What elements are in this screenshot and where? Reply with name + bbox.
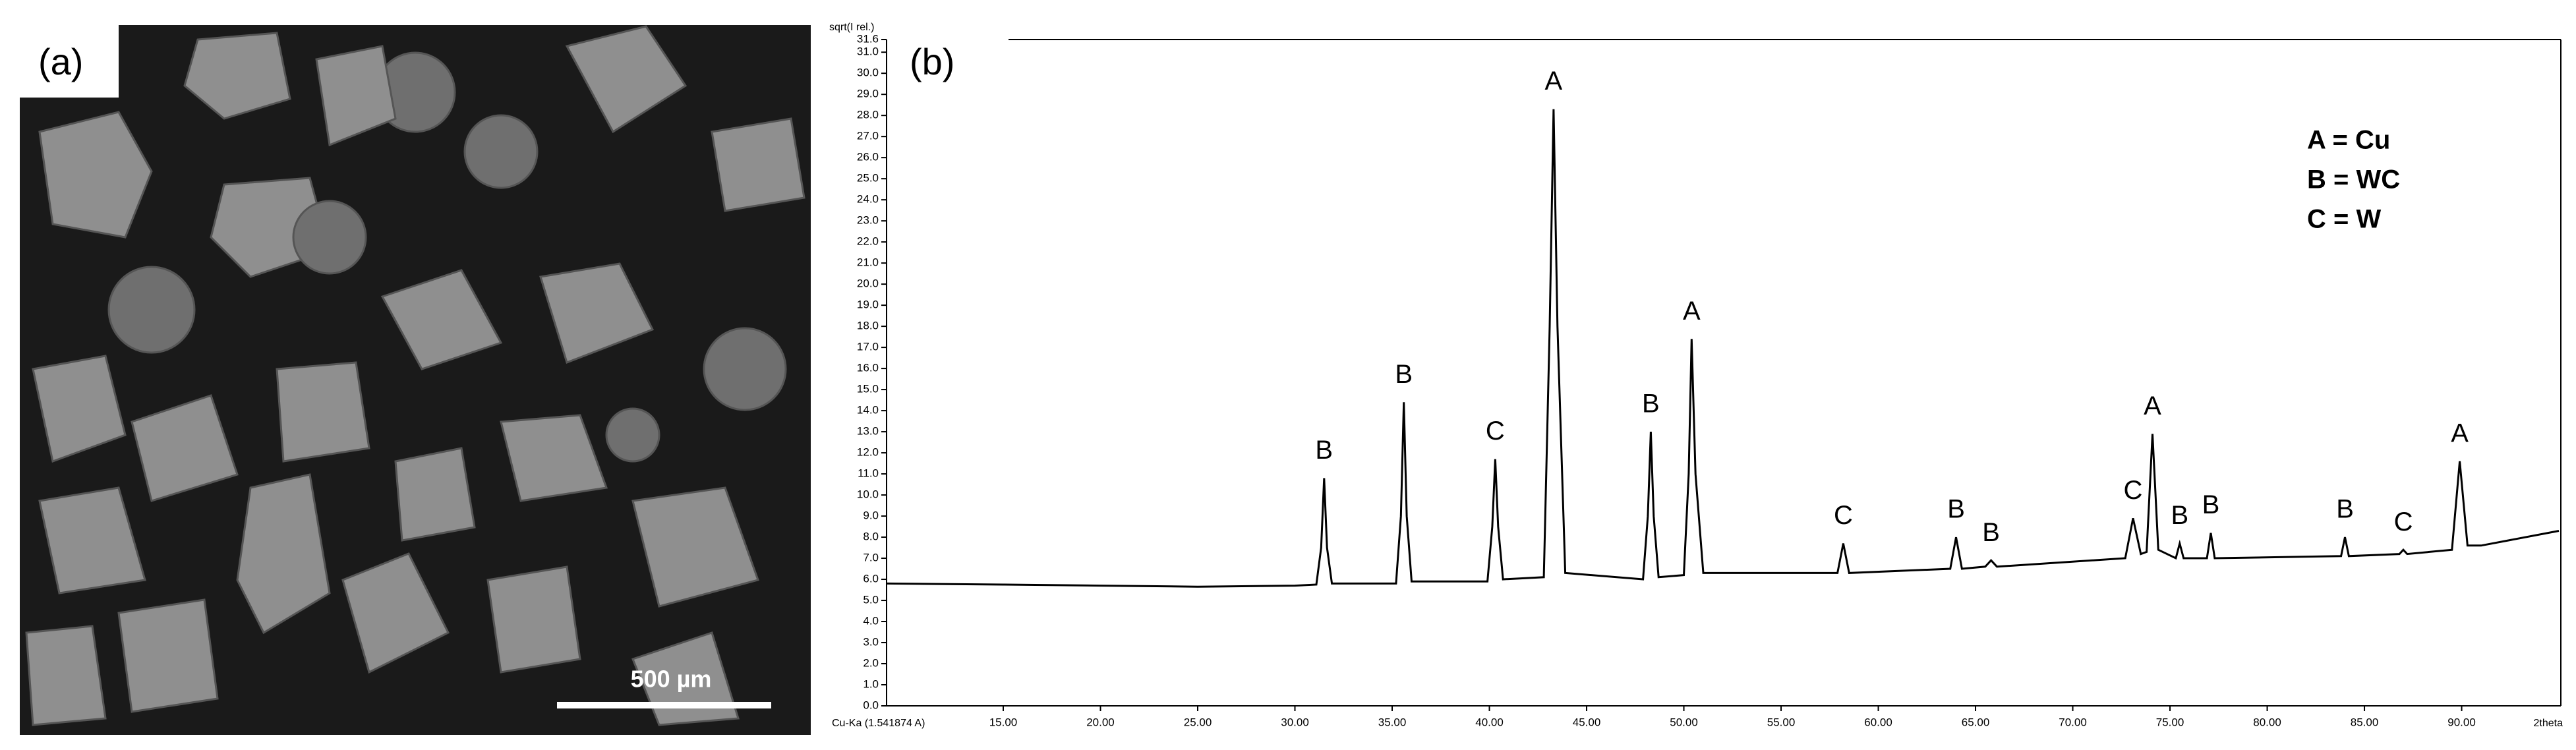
label-box — [20, 25, 119, 98]
x-axis-label: 2theta — [2534, 718, 2563, 729]
y-tick-label: 25.0 — [857, 172, 879, 185]
y-tick-label: 16.0 — [857, 362, 879, 374]
y-tick-label: 13.0 — [857, 425, 879, 438]
y-axis-label: sqrt(I rel.) — [829, 22, 874, 33]
peak-label: B — [2336, 495, 2354, 524]
sem-image: (a) 500 µm — [20, 25, 811, 735]
legend-entry: B = WC — [2307, 165, 2400, 194]
y-tick-label: 18.0 — [857, 320, 879, 332]
y-tick-label: 27.0 — [857, 130, 879, 142]
peak-label: B — [1315, 436, 1333, 465]
y-tick-label: 5.0 — [863, 594, 879, 606]
x-tick-label: 90.00 — [2447, 716, 2476, 728]
y-tick-label: 15.0 — [857, 383, 879, 395]
peak-label: B — [2202, 490, 2220, 519]
y-tick-label: 10.0 — [857, 488, 879, 501]
y-tick-label: 7.0 — [863, 552, 879, 564]
x-tick-label: 65.00 — [1962, 716, 1990, 728]
x-tick-label: 80.00 — [2253, 716, 2281, 728]
y-tick-label: 14.0 — [857, 404, 879, 417]
legend-entry: A = Cu — [2307, 126, 2390, 155]
y-tick-label: 19.0 — [857, 299, 879, 311]
x-tick-label: 50.00 — [1670, 716, 1698, 728]
y-tick-label: 30.0 — [857, 67, 879, 79]
peak-label: C — [2394, 507, 2413, 536]
peak-label: B — [1947, 495, 1965, 524]
y-tick-label: 17.0 — [857, 341, 879, 353]
peak-label: A — [1545, 67, 1563, 96]
y-tick-label: 2.0 — [863, 656, 879, 669]
y-tick-label: 1.0 — [863, 678, 879, 690]
y-tick-label: 8.0 — [863, 531, 879, 543]
x-tick-label: 60.00 — [1864, 716, 1892, 728]
y-tick-label: 12.0 — [857, 446, 879, 459]
scale-bar-label: 500 µm — [631, 666, 712, 693]
y-tick-label: 26.0 — [857, 151, 879, 163]
xrd-line — [886, 109, 2560, 588]
y-tick-label: 31.0 — [857, 45, 879, 58]
x-tick-label: 30.00 — [1281, 716, 1309, 728]
x-tick-label: 25.00 — [1184, 716, 1212, 728]
source-label: Cu-Ka (1.541874 A) — [832, 718, 925, 729]
x-tick-label: 75.00 — [2156, 716, 2184, 728]
peak-label: B — [1395, 360, 1413, 389]
particles — [25, 25, 805, 726]
y-tick-label: 3.0 — [863, 636, 879, 649]
peak-label: B — [1642, 389, 1660, 418]
y-tick-label: 21.0 — [857, 256, 879, 269]
peak-label: A — [2451, 418, 2469, 447]
legend-entry: C = W — [2307, 205, 2381, 234]
x-tick-label: 15.00 — [989, 716, 1018, 728]
y-tick-label: 6.0 — [863, 573, 879, 585]
y-tick-label: 28.0 — [857, 109, 879, 121]
y-tick-label: 22.0 — [857, 235, 879, 248]
panel-label: (b) — [910, 41, 954, 82]
y-tick-label: 29.0 — [857, 88, 879, 100]
y-tick-label: 11.0 — [858, 467, 879, 480]
peak-label: C — [1486, 417, 1505, 446]
y-tick-label: 31.6 — [857, 32, 879, 45]
x-tick-label: 55.00 — [1767, 716, 1796, 728]
y-tick-label: 20.0 — [857, 277, 879, 290]
x-tick-label: 20.00 — [1086, 716, 1115, 728]
peak-label: A — [2144, 391, 2161, 420]
peak-label: C — [1834, 501, 1853, 530]
x-tick-label: 85.00 — [2351, 716, 2379, 728]
y-tick-label: 23.0 — [857, 214, 879, 227]
peak-label: C — [2124, 476, 2143, 505]
peak-label: B — [1982, 518, 2000, 547]
y-tick-label: 9.0 — [863, 509, 879, 522]
peak-label: A — [1683, 297, 1701, 326]
y-tick-label: 4.0 — [863, 615, 879, 627]
xrd-chart: (b) sqrt(I rel.) 2theta Cu-Ka (1.541874 … — [829, 22, 2563, 729]
panel-label: (a) — [38, 41, 83, 82]
x-tick-label: 45.00 — [1573, 716, 1601, 728]
x-tick-label: 40.00 — [1475, 716, 1504, 728]
x-tick-label: 70.00 — [2059, 716, 2087, 728]
peak-label: B — [2171, 501, 2188, 530]
y-tick-label: 0.0 — [863, 699, 879, 711]
x-tick-label: 35.00 — [1378, 716, 1407, 728]
y-tick-label: 24.0 — [857, 193, 879, 206]
